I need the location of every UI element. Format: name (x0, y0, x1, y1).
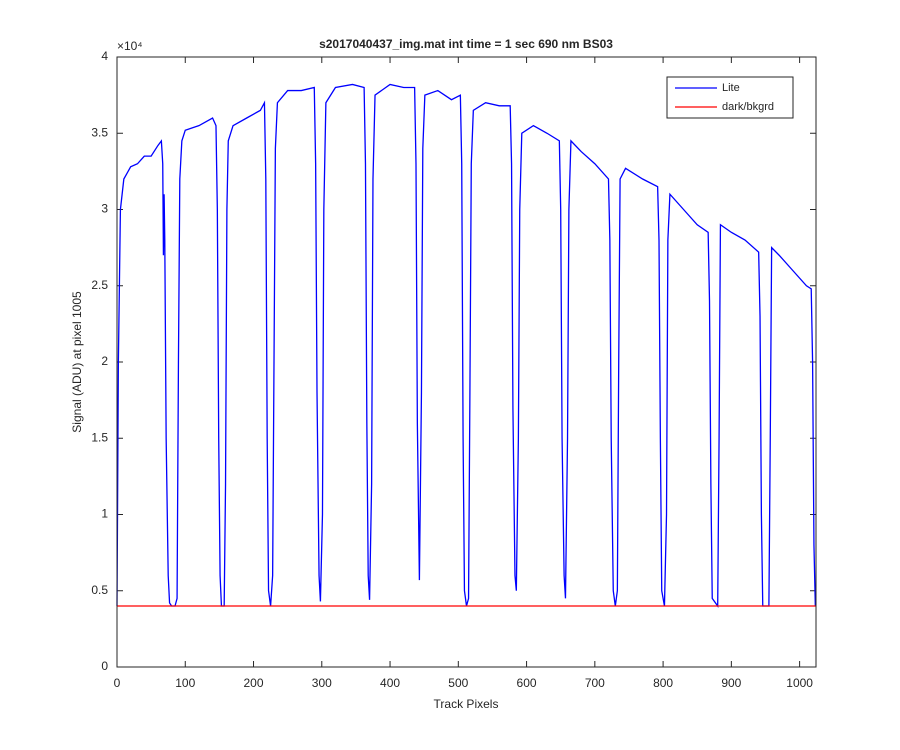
y-tick-label: 4 (101, 49, 108, 63)
x-tick-label: 800 (653, 676, 673, 690)
y-tick-label: 0 (101, 659, 108, 673)
x-tick-label: 500 (448, 676, 468, 690)
y-tick-label: 3.5 (91, 125, 108, 139)
chart-title: s2017040437_img.mat int time = 1 sec 690… (319, 37, 613, 51)
x-tick-label: 100 (175, 676, 195, 690)
plot-area (117, 57, 816, 667)
legend-label: dark/bkgrd (722, 101, 774, 113)
axes-box (116, 56, 817, 668)
legend-box (666, 76, 794, 119)
x-tick-label: 0 (114, 676, 121, 690)
series-line (116, 83, 816, 609)
x-axis-label: Track Pixels (434, 697, 499, 711)
x-tick-label: 700 (585, 676, 605, 690)
x-tick-label: 400 (380, 676, 400, 690)
x-tick-label: 600 (517, 676, 537, 690)
x-tick-label: 900 (721, 676, 741, 690)
y-tick-label: 3 (101, 202, 108, 216)
x-tick-label: 1000 (786, 676, 813, 690)
y-tick-label: 1.5 (91, 430, 108, 444)
y-tick-label: 2 (101, 354, 108, 368)
y-tick-label: 2.5 (91, 278, 108, 292)
y-exponent: ×10⁴ (117, 39, 143, 53)
y-tick-label: 0.5 (91, 583, 108, 597)
x-tick-label: 300 (312, 676, 332, 690)
y-tick-label: 1 (101, 507, 108, 521)
x-tick-label: 200 (244, 676, 264, 690)
y-axis-label: Signal (ADU) at pixel 1005 (70, 291, 84, 433)
legend-label: Lite (722, 82, 740, 94)
